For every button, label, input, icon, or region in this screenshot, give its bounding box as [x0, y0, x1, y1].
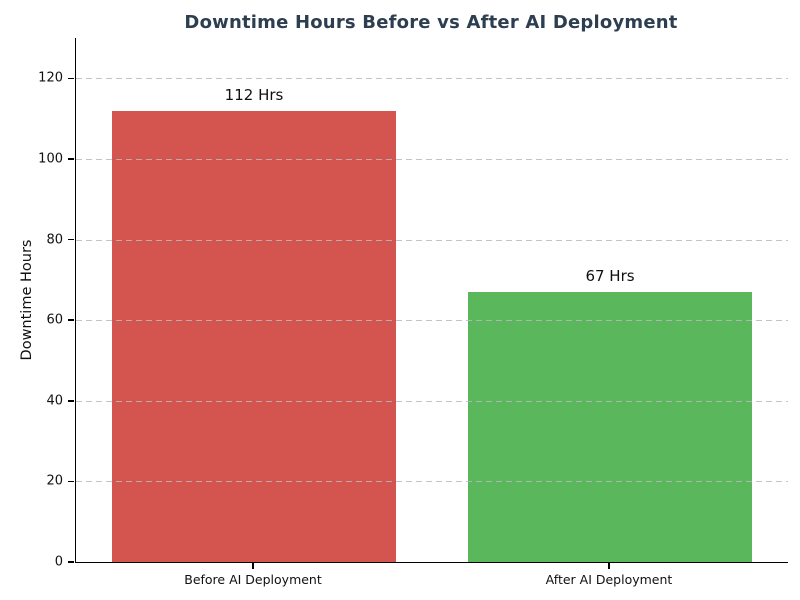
- gridline-y-40: [76, 400, 788, 402]
- y-tick-mark: [67, 400, 74, 402]
- y-tick-mark: [67, 480, 74, 483]
- y-tick-mark: [67, 319, 74, 321]
- y-tick-mark: [67, 77, 74, 80]
- y-tick-label: 100: [38, 151, 63, 167]
- y-tick-label: 60: [46, 312, 63, 328]
- y-tick-label: 40: [46, 393, 63, 409]
- x-tick-mark: [252, 563, 254, 569]
- plot-area: 112 Hrs 67 Hrs: [75, 38, 788, 563]
- y-tick-label: 20: [46, 473, 63, 489]
- x-tick-label: Before AI Deployment: [184, 572, 322, 587]
- bar-value-label: 112 Hrs: [224, 85, 284, 104]
- y-tick-label: 80: [46, 232, 63, 247]
- y-axis-label: Downtime Hours: [19, 239, 35, 361]
- gridline-y-120: [76, 78, 788, 80]
- gridline-y-20: [76, 481, 788, 483]
- y-tick-mark: [67, 158, 74, 160]
- bar-value-label: 67 Hrs: [585, 266, 635, 285]
- y-tick-label: 120: [38, 70, 63, 86]
- bar-before-ai-deployment: [111, 110, 397, 562]
- y-tick-label: 0: [54, 554, 63, 570]
- y-tick-mark: [67, 561, 74, 563]
- chart-title: Downtime Hours Before vs After AI Deploy…: [184, 12, 678, 33]
- bar-after-ai-deployment: [467, 291, 753, 562]
- gridline-y-80: [76, 239, 788, 241]
- x-tick-label: After AI Deployment: [545, 572, 673, 587]
- gridline-y-60: [76, 320, 788, 322]
- x-tick-mark: [608, 563, 610, 569]
- gridline-y-100: [76, 158, 788, 160]
- y-tick-mark: [67, 238, 74, 241]
